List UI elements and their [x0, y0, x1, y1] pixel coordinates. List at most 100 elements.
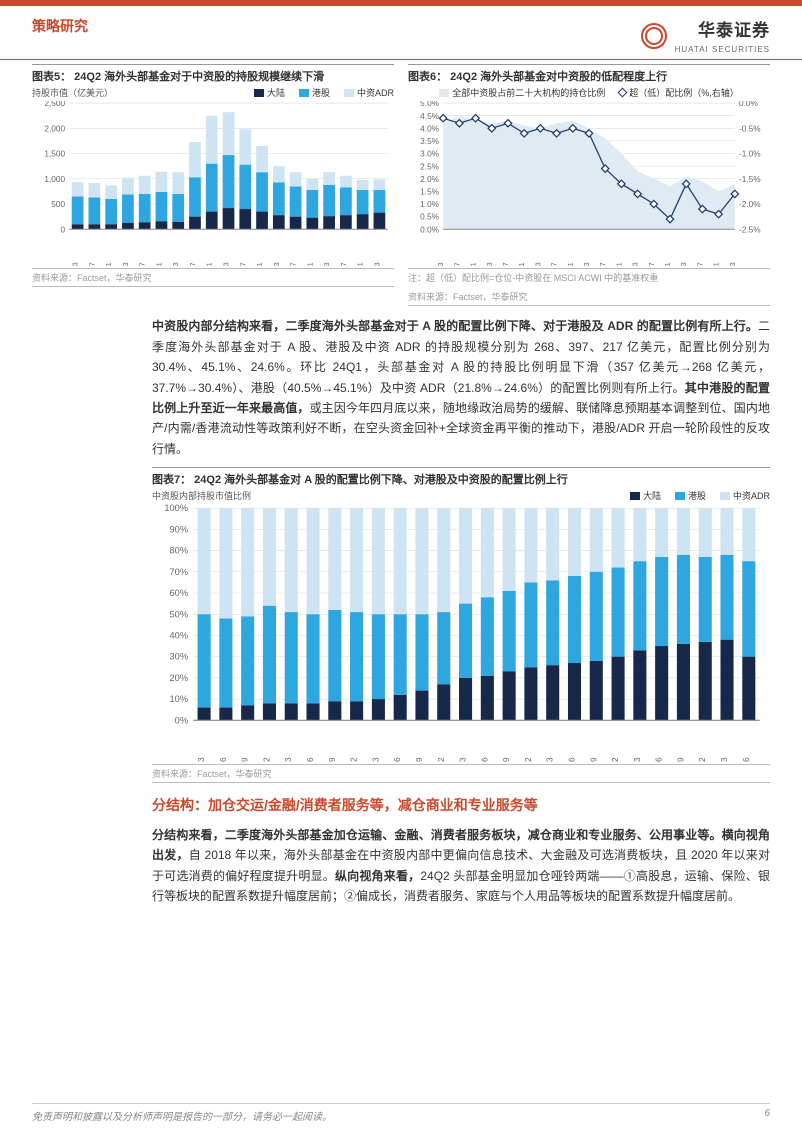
- svg-text:2023-06: 2023-06: [655, 757, 664, 762]
- chart7-legend-0: 大陆: [630, 489, 661, 502]
- svg-text:2021-03: 2021-03: [459, 757, 468, 762]
- chart6-note-top: 注：超（低）配比例=仓位-中资股在 MSCI ACWI 中的基准权重: [408, 268, 770, 286]
- svg-text:2022-03: 2022-03: [272, 262, 281, 266]
- svg-text:2021-06: 2021-06: [480, 757, 489, 762]
- svg-text:1,500: 1,500: [44, 150, 65, 159]
- svg-text:2019-07: 2019-07: [501, 262, 510, 266]
- svg-text:2022-11: 2022-11: [305, 262, 314, 266]
- chart6-legend-line: 超（低）配比例（%,右轴）: [619, 86, 739, 99]
- chart6-title: 图表6： 24Q2 海外头部基金对中资股的低配程度上行: [408, 64, 770, 86]
- svg-text:2021-11: 2021-11: [614, 262, 623, 266]
- svg-text:2023-03: 2023-03: [322, 262, 331, 266]
- chart6-svg: 0.0%0.5%1.0%1.5%2.0%2.5%3.0%3.5%4.0%4.5%…: [408, 101, 770, 266]
- svg-text:2018-07: 2018-07: [87, 262, 96, 266]
- svg-text:2021-07: 2021-07: [238, 262, 247, 266]
- svg-text:2020-07: 2020-07: [188, 262, 197, 266]
- svg-text:2019-11: 2019-11: [517, 262, 526, 266]
- svg-text:2019-03: 2019-03: [284, 757, 293, 762]
- svg-text:1.0%: 1.0%: [420, 200, 439, 209]
- chart7-legend-1: 港股: [675, 489, 706, 502]
- svg-text:-1.0%: -1.0%: [739, 150, 761, 159]
- chart7-note: 资料来源：Factset，华泰研究: [152, 764, 770, 783]
- svg-text:90%: 90%: [170, 525, 189, 535]
- svg-text:2020-12: 2020-12: [437, 757, 446, 762]
- svg-text:50%: 50%: [170, 610, 189, 620]
- chart6: 图表6： 24Q2 海外头部基金对中资股的低配程度上行 全部中资股占前二十大机构…: [408, 64, 770, 306]
- svg-text:2020-03: 2020-03: [371, 757, 380, 762]
- section-label: 策略研究: [32, 16, 88, 36]
- svg-text:2022-07: 2022-07: [647, 262, 656, 266]
- svg-text:4.5%: 4.5%: [420, 112, 439, 121]
- svg-text:3.5%: 3.5%: [420, 137, 439, 146]
- logo-cn: 华泰证券: [698, 21, 770, 40]
- chart7-svg: 0%10%20%30%40%50%60%70%80%90%100%2018-03…: [152, 504, 770, 762]
- svg-text:40%: 40%: [170, 631, 189, 641]
- svg-text:-0.5%: -0.5%: [739, 124, 761, 133]
- page-number: 6: [764, 1108, 770, 1123]
- svg-text:2022-09: 2022-09: [589, 757, 598, 762]
- chart7-ylabel: 中资股内部持股市值比例: [152, 489, 251, 502]
- logo-icon: [641, 23, 667, 49]
- svg-text:2023-09: 2023-09: [676, 757, 685, 762]
- svg-text:2024-03: 2024-03: [720, 757, 729, 762]
- svg-text:2020-06: 2020-06: [393, 757, 402, 762]
- svg-text:0.0%: 0.0%: [420, 225, 439, 234]
- svg-text:2023-11: 2023-11: [712, 262, 721, 266]
- svg-text:2021-11: 2021-11: [255, 262, 264, 266]
- svg-text:2020-09: 2020-09: [415, 757, 424, 762]
- svg-text:2018-11: 2018-11: [469, 262, 478, 266]
- svg-text:2024-03: 2024-03: [372, 262, 381, 266]
- svg-text:1,000: 1,000: [44, 175, 65, 184]
- paragraph-2: 分结构来看，二季度海外头部基金加仓运输、金融、消费者服务板块，减仓商业和专业服务…: [152, 825, 770, 907]
- svg-text:0.0%: 0.0%: [739, 101, 758, 108]
- chart7-legend-2: 中资ADR: [720, 489, 770, 502]
- svg-text:2019-09: 2019-09: [328, 757, 337, 762]
- chart5-ylabel: 持股市值（亿美元）: [32, 86, 113, 99]
- svg-text:2023-03: 2023-03: [679, 262, 688, 266]
- svg-text:2022-11: 2022-11: [663, 262, 672, 266]
- svg-text:60%: 60%: [170, 588, 189, 598]
- logo: 华泰证券 HUATAI SECURITIES: [641, 16, 770, 55]
- svg-text:2,000: 2,000: [44, 124, 65, 133]
- svg-text:-2.5%: -2.5%: [739, 225, 761, 234]
- svg-text:30%: 30%: [170, 652, 189, 662]
- chart5-legend-0: 大陆: [254, 86, 285, 99]
- svg-text:5.0%: 5.0%: [420, 101, 439, 108]
- svg-text:2.5%: 2.5%: [420, 162, 439, 171]
- svg-text:500: 500: [51, 200, 65, 209]
- svg-text:2020-11: 2020-11: [205, 262, 214, 266]
- svg-text:100%: 100%: [164, 504, 188, 513]
- svg-text:2018-03: 2018-03: [71, 262, 80, 266]
- svg-text:2020-03: 2020-03: [171, 262, 180, 266]
- svg-text:2023-07: 2023-07: [695, 262, 704, 266]
- svg-text:70%: 70%: [170, 567, 189, 577]
- footer-disclaimer: 免责声明和披露以及分析师声明是报告的一部分，请务必一起阅读。: [32, 1108, 332, 1123]
- paragraph-1: 中资股内部分结构来看，二季度海外头部基金对于 A 股的配置比例下降、对于港股及 …: [152, 316, 770, 459]
- svg-text:2022-03: 2022-03: [546, 757, 555, 762]
- svg-text:0%: 0%: [175, 716, 188, 726]
- svg-text:2023-12: 2023-12: [698, 757, 707, 762]
- svg-text:2018-12: 2018-12: [262, 757, 271, 762]
- svg-text:80%: 80%: [170, 546, 189, 556]
- svg-text:2020-07: 2020-07: [550, 262, 559, 266]
- svg-text:2.0%: 2.0%: [420, 175, 439, 184]
- svg-text:2,500: 2,500: [44, 101, 65, 108]
- chart5-legend-2: 中资ADR: [344, 86, 394, 99]
- chart5: 图表5： 24Q2 海外头部基金对于中资股的持股规模继续下滑 持股市值（亿美元）…: [32, 64, 394, 306]
- svg-text:-2.0%: -2.0%: [739, 200, 761, 209]
- logo-en: HUATAI SECURITIES: [675, 45, 770, 54]
- svg-text:2021-07: 2021-07: [598, 262, 607, 266]
- svg-text:2021-12: 2021-12: [524, 757, 533, 762]
- svg-text:2018-11: 2018-11: [104, 262, 113, 266]
- svg-text:2024-03: 2024-03: [728, 262, 737, 266]
- section2-heading: 分结构：加仓交运/金融/消费者服务等，减仓商业和专业服务等: [152, 795, 770, 815]
- chart6-legend-area: 全部中资股占前二十大机构的持仓比例: [439, 86, 605, 99]
- svg-text:2019-07: 2019-07: [138, 262, 147, 266]
- svg-text:2019-03: 2019-03: [121, 262, 130, 266]
- svg-text:2021-09: 2021-09: [502, 757, 511, 762]
- svg-text:0: 0: [60, 225, 65, 234]
- chart7: 图表7： 24Q2 海外头部基金对 A 股的配置比例下降、对港股及中资股的配置比…: [152, 467, 770, 783]
- svg-text:2018-03: 2018-03: [197, 757, 206, 762]
- svg-text:2021-03: 2021-03: [222, 262, 231, 266]
- svg-text:-1.5%: -1.5%: [739, 175, 761, 184]
